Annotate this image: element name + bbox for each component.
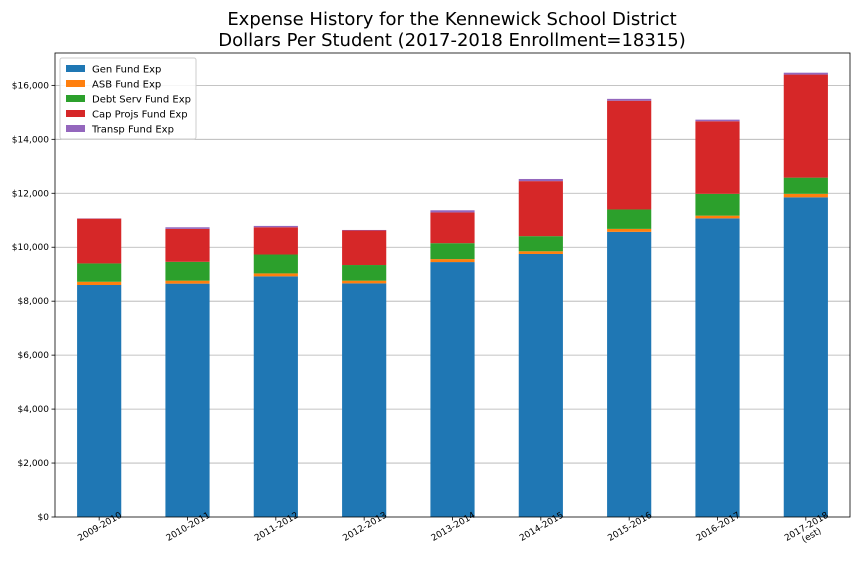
bar-segment-debt-serv-fund-exp bbox=[165, 261, 210, 281]
bar-segment-asb-fund-exp bbox=[165, 280, 210, 284]
bar-segment-gen-fund-exp bbox=[430, 262, 475, 517]
legend-entry-label: ASB Fund Exp bbox=[92, 80, 161, 91]
bar-stack-2010-2011 bbox=[165, 227, 210, 517]
bar-segment-cap-projs-fund-exp bbox=[253, 227, 298, 255]
legend-swatch bbox=[66, 65, 85, 72]
y-tick-label: $4,000 bbox=[18, 405, 50, 415]
bar-segment-debt-serv-fund-exp bbox=[342, 265, 387, 281]
bar-segment-cap-projs-fund-exp bbox=[518, 181, 563, 237]
y-tick-label: $12,000 bbox=[12, 189, 49, 199]
bar-segment-cap-projs-fund-exp bbox=[430, 212, 475, 244]
legend-swatch bbox=[66, 125, 85, 132]
bar-segment-gen-fund-exp bbox=[77, 285, 122, 517]
bar-segment-asb-fund-exp bbox=[77, 281, 122, 285]
bar-stacks bbox=[77, 72, 828, 518]
bar-segment-gen-fund-exp bbox=[783, 197, 828, 518]
bar-segment-gen-fund-exp bbox=[253, 276, 298, 517]
bar-stack-2009-2010 bbox=[77, 218, 122, 517]
legend-entry-label: Gen Fund Exp bbox=[92, 65, 161, 76]
bar-segment-cap-projs-fund-exp bbox=[607, 100, 652, 210]
y-tick-label: $8,000 bbox=[18, 297, 50, 307]
bar-segment-cap-projs-fund-exp bbox=[165, 228, 210, 262]
bar-segment-transp-fund-exp bbox=[165, 227, 210, 229]
bar-segment-asb-fund-exp bbox=[783, 193, 828, 198]
legend-entry-label: Cap Projs Fund Exp bbox=[92, 110, 188, 121]
bar-segment-cap-projs-fund-exp bbox=[695, 121, 740, 194]
bar-segment-asb-fund-exp bbox=[518, 251, 563, 254]
legend-swatch bbox=[66, 80, 85, 87]
y-tick-label: $10,000 bbox=[12, 243, 49, 253]
bar-segment-transp-fund-exp bbox=[783, 72, 828, 75]
bar-segment-debt-serv-fund-exp bbox=[783, 177, 828, 194]
bar-stack-2014-2015 bbox=[518, 178, 563, 517]
bar-segment-transp-fund-exp bbox=[342, 229, 387, 231]
legend: Gen Fund Exp ASB Fund Exp Debt Serv Fund E… bbox=[59, 57, 197, 140]
bar-segment-asb-fund-exp bbox=[607, 228, 652, 232]
bar-segment-debt-serv-fund-exp bbox=[77, 263, 122, 282]
y-tick-label: $0 bbox=[38, 513, 50, 523]
bar-stack-2016-2017 bbox=[695, 119, 740, 518]
y-tick-label: $16,000 bbox=[12, 81, 49, 91]
bar-segment-asb-fund-exp bbox=[430, 259, 475, 263]
bar-segment-transp-fund-exp bbox=[253, 225, 298, 228]
legend-swatch bbox=[66, 110, 85, 117]
bar-segment-debt-serv-fund-exp bbox=[695, 193, 740, 216]
bar-segment-debt-serv-fund-exp bbox=[607, 209, 652, 229]
bar-segment-gen-fund-exp bbox=[342, 283, 387, 517]
legend-box bbox=[59, 57, 197, 140]
bar-segment-asb-fund-exp bbox=[695, 215, 740, 219]
bar-segment-cap-projs-fund-exp bbox=[342, 230, 387, 266]
bar-segment-transp-fund-exp bbox=[695, 119, 740, 122]
bar-segment-gen-fund-exp bbox=[607, 231, 652, 517]
legend-entry-label: Transp Fund Exp bbox=[91, 125, 174, 136]
bar-stack-2013-2014 bbox=[430, 210, 475, 517]
bar-segment-transp-fund-exp bbox=[607, 98, 652, 101]
bar-segment-debt-serv-fund-exp bbox=[253, 254, 298, 274]
bar-stack-2015-2016 bbox=[607, 98, 652, 517]
legend-entry-label: Debt Serv Fund Exp bbox=[92, 95, 191, 106]
bar-stack-2012-2013 bbox=[342, 229, 387, 517]
y-tick-label: $14,000 bbox=[12, 135, 49, 145]
bar-segment-transp-fund-exp bbox=[518, 178, 563, 182]
bar-segment-asb-fund-exp bbox=[342, 280, 387, 284]
bar-segment-transp-fund-exp bbox=[430, 210, 475, 213]
y-tick-label: $2,000 bbox=[18, 459, 50, 469]
y-axis-ticks: $0 $2,000 $4,000 $6,000 $8,000 $10,000 $12,000… bbox=[12, 81, 55, 523]
bar-segment-gen-fund-exp bbox=[518, 253, 563, 517]
legend-swatch bbox=[66, 95, 85, 102]
bar-segment-gen-fund-exp bbox=[695, 218, 740, 518]
bar-stack-2017-2018 bbox=[783, 72, 828, 518]
chart-title: Expense History for the Kennewick School… bbox=[218, 9, 686, 51]
bar-segment-debt-serv-fund-exp bbox=[430, 243, 475, 260]
bar-stack-2011-2012 bbox=[253, 225, 298, 517]
bar-segment-asb-fund-exp bbox=[253, 273, 298, 277]
chart-title-line-1: Expense History for the Kennewick School… bbox=[227, 9, 676, 30]
bar-segment-debt-serv-fund-exp bbox=[518, 236, 563, 252]
bar-segment-cap-projs-fund-exp bbox=[783, 74, 828, 178]
chart-title-line-2: Dollars Per Student (2017-2018 Enrollmen… bbox=[218, 30, 686, 51]
bar-segment-cap-projs-fund-exp bbox=[77, 218, 122, 264]
y-tick-label: $6,000 bbox=[18, 351, 50, 361]
bar-segment-gen-fund-exp bbox=[165, 283, 210, 517]
